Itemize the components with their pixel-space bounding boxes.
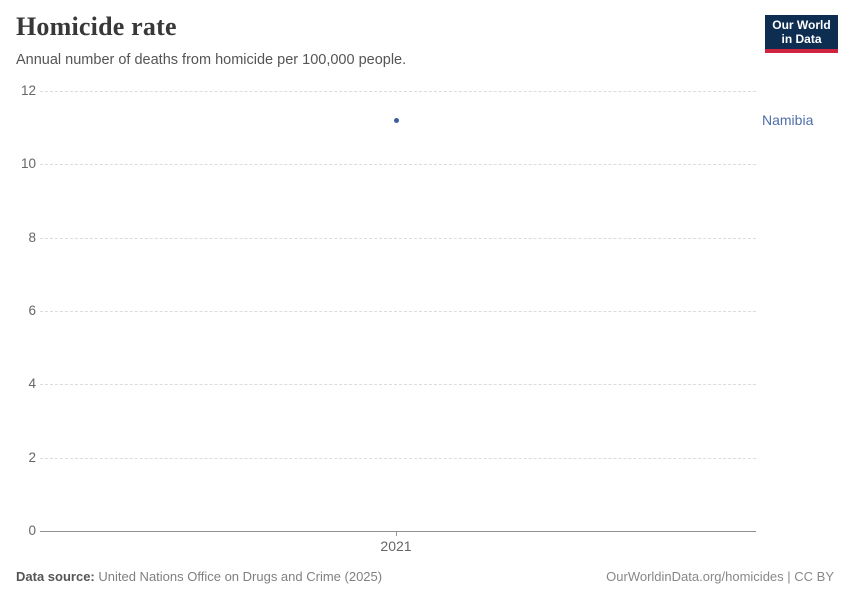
y-axis-tick-label: 4 [28,376,36,392]
y-gridline [40,237,756,239]
data-source-label: Data source: [16,569,95,584]
y-gridline [40,457,756,459]
credit-link[interactable]: OurWorldinData.org/homicides | CC BY [606,569,834,584]
series-label-namibia[interactable]: Namibia [762,112,814,129]
y-gridline [40,384,756,386]
x-axis-baseline [40,531,756,532]
x-axis-tick-mark [396,531,397,536]
chart-title: Homicide rate [16,12,177,41]
x-axis-tick-label: 2021 [380,538,412,554]
y-gridline [40,164,756,166]
data-source-note: Data source: United Nations Office on Dr… [16,569,382,584]
y-axis-tick-label: 6 [28,303,36,318]
y-axis-tick-label: 12 [20,83,36,98]
owid-logo-line2: in Data [781,32,822,46]
data-source-value: United Nations Office on Drugs and Crime… [94,569,383,584]
chart-subtitle: Annual number of deaths from homicide pe… [16,52,407,68]
y-axis-tick-label: 0 [28,523,36,538]
y-axis-tick-label: 2 [28,449,36,465]
owid-logo[interactable]: Our World in Data [765,15,838,53]
y-axis-tick-label: 10 [20,156,36,172]
y-gridline [40,91,756,92]
y-gridline [40,311,756,312]
y-axis-tick-label: 8 [28,229,36,245]
owid-logo-line1: Our World [772,18,831,32]
data-point-namibia[interactable] [394,117,399,123]
